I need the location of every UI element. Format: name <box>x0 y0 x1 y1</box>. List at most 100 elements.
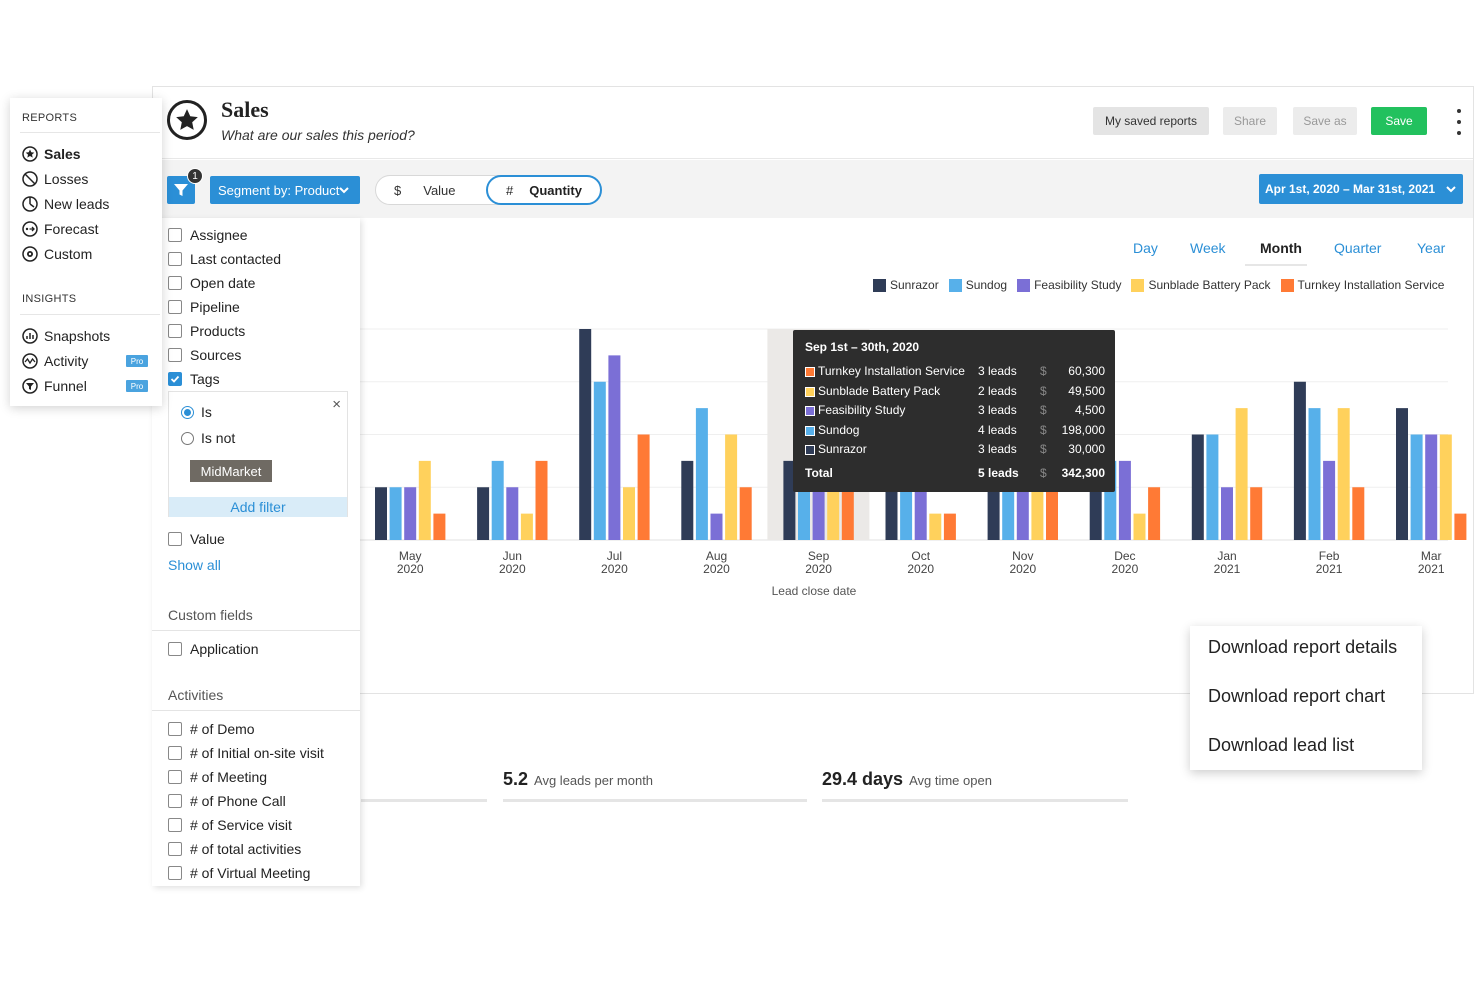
sidebar-item-activity[interactable]: Activity <box>22 351 88 371</box>
bar[interactable] <box>579 329 592 540</box>
radio-is[interactable]: Is <box>181 404 212 420</box>
sidebar-item-funnel[interactable]: Funnel <box>22 376 87 396</box>
bar[interactable] <box>433 513 446 540</box>
filter-field-assignee[interactable]: Assignee <box>168 225 248 245</box>
checkbox[interactable] <box>168 300 182 314</box>
download-report-details[interactable]: Download report details <box>1208 637 1398 657</box>
bar[interactable] <box>520 513 533 540</box>
bar[interactable] <box>1308 408 1321 540</box>
bar[interactable] <box>914 487 927 540</box>
bar[interactable] <box>1337 408 1350 540</box>
bar[interactable] <box>1323 460 1336 540</box>
saved-reports-button[interactable]: My saved reports <box>1093 107 1209 135</box>
bar[interactable] <box>1133 513 1146 540</box>
bar[interactable] <box>1206 434 1219 541</box>
checkbox[interactable] <box>168 348 182 362</box>
sidebar-item-forecast[interactable]: Forecast <box>22 219 98 239</box>
date-range-dropdown[interactable]: Apr 1st, 2020 – Mar 31st, 2021 <box>1259 174 1463 204</box>
filter-field-application[interactable]: Application <box>168 639 259 659</box>
bar[interactable] <box>827 487 840 540</box>
sidebar-item-losses[interactable]: Losses <box>22 169 88 189</box>
legend-item[interactable]: Sunrazor <box>873 278 939 292</box>
filter-activity-meeting[interactable]: # of Meeting <box>168 767 267 787</box>
checkbox[interactable] <box>168 866 182 880</box>
value-option[interactable]: $ Value <box>394 183 456 198</box>
bar[interactable] <box>1118 460 1131 540</box>
filter-activity-initial-visit[interactable]: # of Initial on-site visit <box>168 743 324 763</box>
filter-activity-service-visit[interactable]: # of Service visit <box>168 815 292 835</box>
bar[interactable] <box>1439 434 1452 541</box>
segment-dropdown[interactable]: Segment by: Product <box>210 176 360 204</box>
filter-activity-phone-call[interactable]: # of Phone Call <box>168 791 286 811</box>
bar[interactable] <box>695 408 708 540</box>
filter-field-products[interactable]: Products <box>168 321 245 341</box>
bar[interactable] <box>1410 434 1423 541</box>
more-options-icon[interactable] <box>1453 109 1465 135</box>
bar[interactable] <box>1352 487 1365 540</box>
legend-item[interactable]: Sundog <box>948 278 1007 292</box>
checkbox[interactable] <box>168 324 182 338</box>
tag-chip[interactable]: MidMarket <box>190 460 272 482</box>
checkbox[interactable] <box>168 642 182 656</box>
checkbox[interactable] <box>168 770 182 784</box>
radio-button-selected[interactable] <box>181 405 194 419</box>
filter-field-last-contacted[interactable]: Last contacted <box>168 249 281 269</box>
checkbox[interactable] <box>168 228 182 242</box>
bar[interactable] <box>681 460 694 540</box>
bar[interactable] <box>929 513 942 540</box>
bar[interactable] <box>725 434 738 541</box>
add-filter-button[interactable]: Add filter <box>169 497 347 517</box>
bar[interactable] <box>1148 487 1161 540</box>
legend-item[interactable]: Turnkey Installation Service <box>1280 278 1444 292</box>
checkbox[interactable] <box>168 746 182 760</box>
legend-item[interactable]: Sunblade Battery Pack <box>1131 278 1271 292</box>
checkbox[interactable] <box>168 532 182 546</box>
bar[interactable] <box>1221 487 1233 540</box>
bar[interactable] <box>1454 513 1467 540</box>
filter-field-sources[interactable]: Sources <box>168 345 241 365</box>
bar[interactable] <box>375 487 387 540</box>
filter-field-pipeline[interactable]: Pipeline <box>168 297 240 317</box>
quantity-option[interactable]: # Quantity <box>486 175 602 205</box>
period-day[interactable]: Day <box>1133 240 1158 256</box>
filter-activity-virtual-meeting[interactable]: # of Virtual Meeting <box>168 863 310 883</box>
bar[interactable] <box>404 487 417 540</box>
bar[interactable] <box>491 460 504 540</box>
download-report-chart[interactable]: Download report chart <box>1208 686 1386 706</box>
bar[interactable] <box>418 460 431 540</box>
bar[interactable] <box>1396 408 1408 540</box>
close-icon[interactable]: × <box>332 396 341 413</box>
radio-button[interactable] <box>181 431 194 445</box>
period-month[interactable]: Month <box>1260 240 1302 256</box>
bar[interactable] <box>1191 434 1204 541</box>
sidebar-item-snapshots[interactable]: Snapshots <box>22 326 110 346</box>
save-as-button[interactable]: Save as <box>1293 107 1357 135</box>
bar[interactable] <box>477 487 490 540</box>
bar[interactable] <box>1293 381 1306 540</box>
save-button[interactable]: Save <box>1371 107 1427 135</box>
show-all-link[interactable]: Show all <box>168 557 221 573</box>
checkbox[interactable] <box>168 842 182 856</box>
checkbox[interactable] <box>168 722 182 736</box>
radio-is-not[interactable]: Is not <box>181 430 235 446</box>
share-button[interactable]: Share <box>1223 107 1277 135</box>
bar[interactable] <box>623 487 635 540</box>
bar[interactable] <box>710 513 723 540</box>
bar[interactable] <box>593 381 606 540</box>
bar[interactable] <box>943 513 956 540</box>
checkbox[interactable] <box>168 276 182 290</box>
bar[interactable] <box>783 460 796 540</box>
checkbox[interactable] <box>168 794 182 808</box>
bar[interactable] <box>637 434 650 541</box>
filter-activity-total[interactable]: # of total activities <box>168 839 301 859</box>
legend-item[interactable]: Feasibility Study <box>1017 278 1121 292</box>
bar[interactable] <box>739 487 752 540</box>
filter-field-value[interactable]: Value <box>168 529 225 549</box>
period-year[interactable]: Year <box>1417 240 1446 256</box>
period-week[interactable]: Week <box>1190 240 1226 256</box>
filter-field-open-date[interactable]: Open date <box>168 273 255 293</box>
bar[interactable] <box>1425 434 1438 541</box>
bar[interactable] <box>1031 487 1044 540</box>
download-lead-list[interactable]: Download lead list <box>1208 735 1355 755</box>
bar[interactable] <box>1250 487 1263 540</box>
